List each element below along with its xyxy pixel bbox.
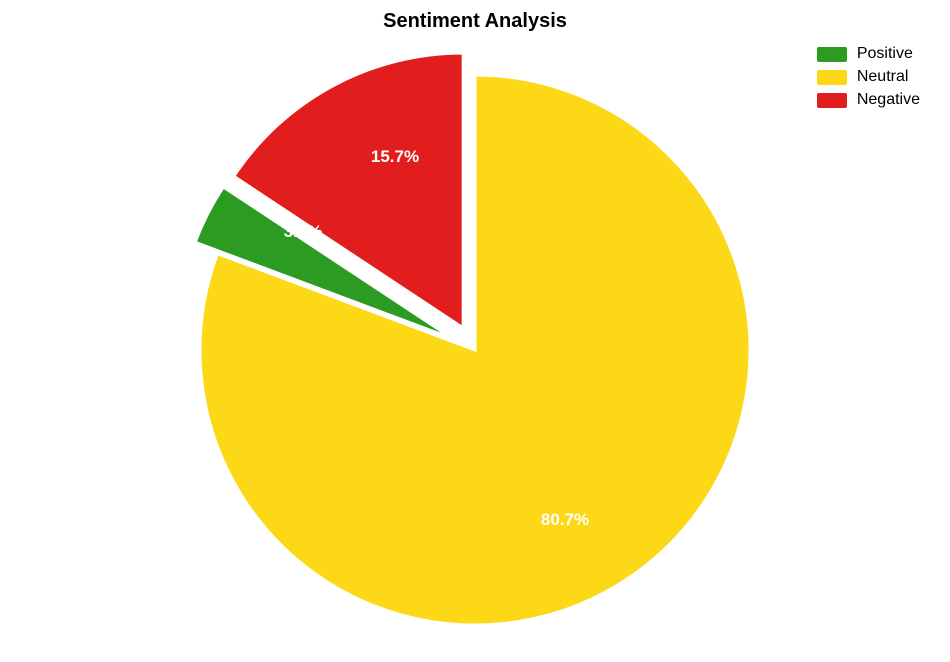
slice-label-negative: 15.7% [371, 147, 419, 167]
slice-label-positive: 3.6% [284, 222, 323, 242]
legend-swatch-positive [817, 47, 847, 62]
legend-item-neutral: Neutral [817, 68, 920, 86]
legend-swatch-negative [817, 93, 847, 108]
pie-chart [175, 50, 775, 650]
legend-swatch-neutral [817, 70, 847, 85]
legend-item-negative: Negative [817, 91, 920, 109]
legend-item-positive: Positive [817, 45, 920, 63]
chart-title: Sentiment Analysis [383, 10, 567, 33]
slice-label-neutral: 80.7% [541, 510, 589, 530]
legend-label-negative: Negative [857, 91, 920, 109]
legend: Positive Neutral Negative [817, 45, 920, 114]
legend-label-positive: Positive [857, 45, 913, 63]
legend-label-neutral: Neutral [857, 68, 909, 86]
